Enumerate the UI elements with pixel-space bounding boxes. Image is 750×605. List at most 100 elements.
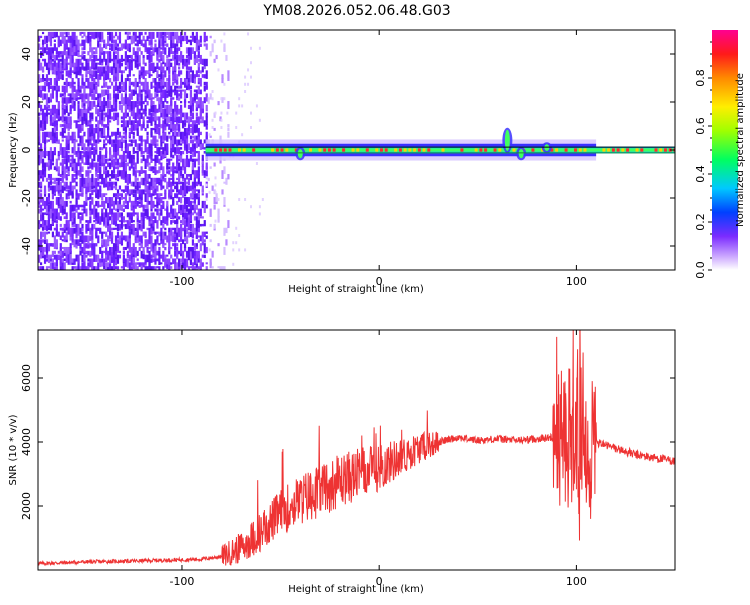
spectrogram-cell [81,74,84,79]
spectrogram-cell [158,108,161,113]
spectrogram-cell [61,185,64,191]
spectrogram-cell [174,250,177,257]
spectrogram-cell [146,47,149,53]
spectrogram-cell [105,70,108,79]
spectrogram-cell [164,208,167,211]
spectrogram-cell [93,223,96,230]
spectrogram-cell [189,116,193,123]
spectrogram-cell [152,223,155,231]
spectrogram-cell [181,258,185,263]
signal-peak [616,148,620,152]
spectrogram-cell [43,58,47,67]
spectrogram-cell [43,120,47,130]
spectrogram-cell [39,51,43,56]
spectrogram-cell [191,101,195,107]
spectrogram-cell [181,204,185,213]
spectrogram-cell [130,216,133,223]
spectrogram-cell [89,116,92,123]
spectrogram-cell [176,104,179,114]
spectrogram-cell [170,254,173,259]
spectrogram-cell [49,174,53,182]
spectrogram-cell [81,212,84,221]
spectrogram-cell [124,120,127,127]
spectrogram-cell [112,139,116,144]
spectrogram-cell [244,90,247,93]
spectrogram-cell [108,181,112,187]
spectrogram-cell [130,181,133,187]
spectrogram-cell [53,104,56,114]
spectrogram-cell [195,158,198,162]
spectrogram-cell [187,254,191,261]
spectrogram-cell [201,223,204,227]
spectrogram-cell [41,74,45,80]
spectrogram-cell [122,235,126,241]
spectrogram-cell [142,254,145,260]
spectrogram-cell [65,135,68,141]
spectrogram-cell [97,181,100,187]
spectrogram-cell [183,246,187,252]
spectrogram-cell [118,81,122,90]
spectrogram-cell [162,101,165,106]
spectrogram-cell [79,54,82,58]
spectrogram-cell [61,162,64,172]
spectrogram-cell [162,74,165,80]
spectrogram-cell [156,108,159,113]
spectrogram-cell [120,197,124,200]
spectrogram-cell [118,162,122,168]
spectrogram-cell [108,174,112,177]
spectrogram-cell [185,150,189,154]
spectrogram-cell [181,166,185,171]
spectrogram-cell [154,177,157,182]
spectrogram-cell [75,120,78,129]
spectrogram-cell [71,189,74,199]
spectrogram-cell [185,235,189,244]
spectrogram-cell [120,116,124,120]
spectrogram-cell [95,116,98,122]
spectrogram-cell [91,258,94,266]
spectrogram-cell [130,246,133,254]
spectrogram-cell [67,62,70,65]
spectrogram-cell [176,193,179,199]
spectrogram-cell [132,212,135,217]
spectrogram-cell [95,62,98,70]
spectrogram-cell [118,250,122,254]
spectrogram-cell [203,174,206,178]
spectrogram-cell [116,139,120,146]
spectrogram-cell [152,270,154,276]
spectrogram-cell [47,66,51,75]
spectrogram-cell [97,35,100,41]
spectrogram-cell [142,150,145,154]
spectrogram-cell [110,81,114,86]
spectrogram-cell [75,162,78,172]
spectrogram-cell [71,147,74,154]
spectrogram-cell [105,104,108,109]
spectrogram-cell [176,246,179,252]
spectrogram-cell [201,185,204,193]
signal-peak [417,148,421,152]
spectrogram-cell [114,66,118,74]
spectrogram-cell [67,139,70,144]
spectrogram-cell [61,85,64,93]
spectrogram-cell [43,143,47,148]
spectrogram-cell [250,75,253,79]
spectrogram-cell [183,97,187,103]
spectrogram-cell [99,147,102,151]
spectrogram-cell [97,254,100,262]
spectrogram-cell [112,143,116,152]
spectrogram-cell [105,220,108,228]
spectrogram-cell [89,150,92,159]
spectrogram-cell [77,193,80,200]
spectrogram-cell [154,231,157,235]
spectrogram-cell [154,166,157,176]
spectrogram-cell [83,97,86,104]
spectrogram-cell [73,31,76,41]
spectrogram-cell [164,62,167,67]
spectrogram-cell [170,262,173,265]
spectrogram-cell [101,31,104,39]
spectrogram-cell [51,58,55,62]
spectrogram-cell [170,139,173,149]
spectrogram-cell [112,193,116,198]
spectrogram-cell [152,70,155,74]
spectrogram-cell [183,243,187,249]
spectrogram-cell [101,162,104,167]
